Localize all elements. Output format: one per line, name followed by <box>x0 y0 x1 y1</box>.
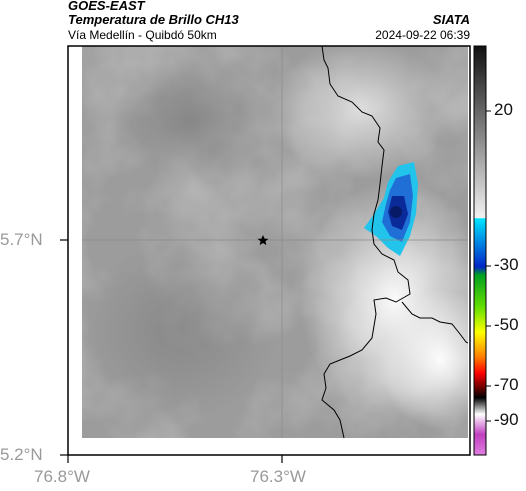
colorbar-label: -70 <box>494 375 519 394</box>
location-star-marker <box>257 235 269 246</box>
satellite-title: GOES-EAST <box>68 0 145 13</box>
convective-cloud-coldest <box>390 206 402 218</box>
colorbar-label: -50 <box>494 315 519 334</box>
colorbar <box>473 45 487 456</box>
department-border <box>401 301 468 344</box>
lat-label-5-7: 5.7°N <box>0 230 43 249</box>
colorbar-label: -90 <box>494 410 519 429</box>
lon-label-76-3: 76.3°W <box>250 467 306 486</box>
timestamp-label: 2024-09-22 06:39 <box>375 28 470 42</box>
route-subtitle: Vía Medellín - Quibdó 50km <box>68 28 217 42</box>
lon-label-76-8: 76.8°W <box>34 467 90 486</box>
product-title: Temperatura de Brillo CH13 <box>68 12 239 27</box>
department-border <box>321 46 411 438</box>
colorbar-label: 20 <box>494 100 513 119</box>
colorbar-label: -30 <box>494 255 519 274</box>
brightness-temperature-image <box>82 46 468 438</box>
lat-label-5-2: 5.2°N <box>0 445 43 464</box>
organization-label: SIATA <box>432 12 470 27</box>
map-frame <box>67 45 471 456</box>
